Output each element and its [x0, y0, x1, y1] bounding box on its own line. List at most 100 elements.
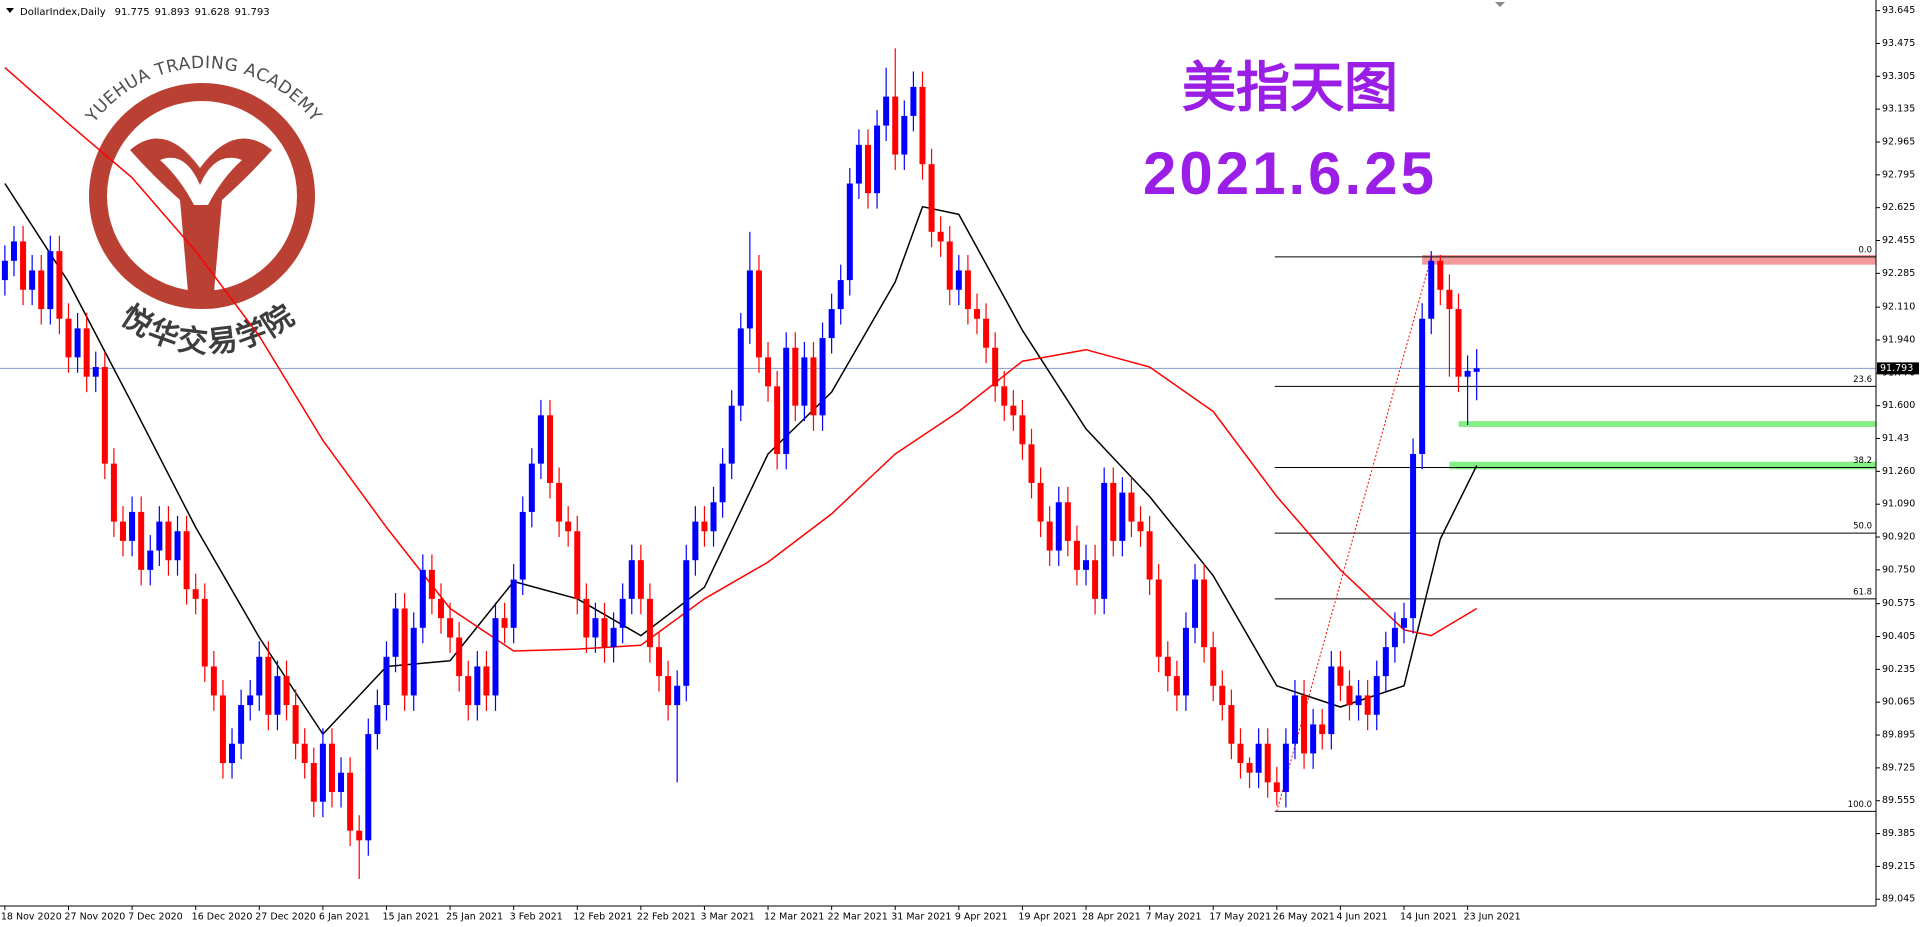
x-tick-label: 7 May 2021: [1146, 912, 1202, 923]
x-tick-label: 31 Mar 2021: [891, 912, 951, 923]
candle-body: [837, 280, 844, 310]
candle-body: [646, 598, 653, 648]
scroll-marker: [1495, 2, 1505, 7]
chart-title: 美指天图: [1182, 55, 1398, 119]
candle-body: [165, 521, 172, 561]
candle-body: [855, 144, 862, 184]
candle-body: [1119, 492, 1126, 541]
candle-body: [774, 386, 781, 454]
x-tick-label: 23 Jun 2021: [1464, 912, 1521, 923]
candle-body: [1400, 618, 1407, 628]
candle-body: [1055, 502, 1062, 551]
x-tick-label: 3 Mar 2021: [700, 912, 754, 923]
candle-body: [1464, 370, 1471, 377]
candle-body: [192, 589, 199, 599]
symbol: DollarIndex,Daily: [20, 7, 106, 18]
candle-body: [1028, 444, 1035, 483]
y-tick-label: 90.575: [1882, 598, 1915, 609]
candle-body: [755, 270, 762, 358]
candle-body: [47, 251, 54, 310]
candle-body: [401, 608, 408, 696]
x-tick-label: 27 Nov 2020: [64, 912, 125, 923]
candle-body: [101, 367, 108, 464]
candle-body: [265, 656, 272, 715]
plot-area: 0.0 23.6 38.2 50.0 61.8 100.0: [0, 48, 1876, 879]
candle-body: [419, 569, 426, 628]
candle-body: [1128, 492, 1135, 522]
candle-body: [864, 144, 871, 194]
logo-emblem-inner: [160, 157, 242, 205]
candle-body: [1228, 705, 1235, 744]
x-tick-label: 12 Mar 2021: [764, 912, 824, 923]
x-tick-label: 28 Apr 2021: [1082, 912, 1141, 923]
fib-label: 38.2: [1853, 456, 1872, 466]
candle-body: [1137, 521, 1144, 532]
candle-body: [38, 270, 45, 310]
candle-body: [1201, 579, 1208, 648]
candle-body: [1, 260, 8, 281]
candle-body: [147, 550, 154, 570]
candle-body: [619, 598, 626, 628]
y-tick-label: 91.260: [1882, 466, 1915, 477]
candle-body: [701, 521, 708, 532]
candle-body: [1092, 560, 1099, 599]
candle-body: [983, 318, 990, 348]
candle-body: [83, 328, 90, 377]
y-tick-label: 93.135: [1882, 104, 1915, 115]
candle-body: [1419, 318, 1426, 454]
y-tick-label: 92.965: [1882, 136, 1915, 147]
candle-body: [20, 241, 27, 290]
header: DollarIndex,Daily 91.775 91.893 91.628 91.79…: [20, 7, 270, 18]
y-tick-label: 89.895: [1882, 730, 1915, 741]
candle-body: [1282, 743, 1289, 793]
candle-body: [683, 560, 690, 686]
candle-body: [428, 569, 435, 599]
candle-body: [1246, 763, 1253, 773]
candle-body: [746, 270, 753, 329]
x-tick-label: 7 Dec 2020: [128, 912, 183, 923]
candle-body: [737, 328, 744, 406]
candle-body: [437, 598, 444, 619]
candle-body: [919, 86, 926, 165]
candle-body: [565, 521, 572, 532]
candle-body: [1310, 724, 1317, 754]
y-tick-label: 89.725: [1882, 762, 1915, 773]
current-price-label: 91.793: [1880, 363, 1913, 374]
candle-body: [910, 86, 917, 116]
candle-body: [283, 676, 290, 706]
candle-body: [319, 743, 326, 802]
candle-body: [356, 830, 363, 841]
candle-body: [1346, 685, 1353, 706]
candle-body: [1382, 647, 1389, 677]
candle-body: [1273, 782, 1280, 793]
y-tick-label: 93.475: [1882, 38, 1915, 49]
header-low: 91.628: [195, 7, 230, 18]
candle-body: [347, 772, 354, 831]
candle-body: [1319, 724, 1326, 735]
candle-body: [1301, 695, 1308, 754]
x-tick-label: 15 Jan 2021: [382, 912, 439, 923]
candle-body: [474, 666, 481, 706]
logo-emblem: [130, 138, 272, 292]
candle-body: [1428, 260, 1435, 319]
moving-average: [4, 67, 1478, 652]
candle-body: [501, 618, 508, 628]
candle-body: [692, 521, 699, 561]
candle-body: [1437, 260, 1444, 290]
candle-body: [628, 560, 635, 599]
candle-body: [728, 405, 735, 464]
y-tick-label: 92.110: [1882, 302, 1915, 313]
candle-body: [946, 241, 953, 290]
candle-body: [301, 743, 308, 764]
candle-body: [1037, 482, 1044, 522]
y-tick-label: 90.235: [1882, 664, 1915, 675]
candle-body: [447, 618, 454, 638]
candle-body: [528, 463, 535, 512]
candle-body: [465, 676, 472, 706]
candle-body: [1291, 695, 1298, 744]
fib-label: 0.0: [1858, 245, 1872, 255]
y-tick-label: 92.625: [1882, 202, 1915, 213]
candle-body: [328, 743, 335, 793]
fib-label: 23.6: [1853, 375, 1872, 385]
candle-body: [801, 357, 808, 406]
